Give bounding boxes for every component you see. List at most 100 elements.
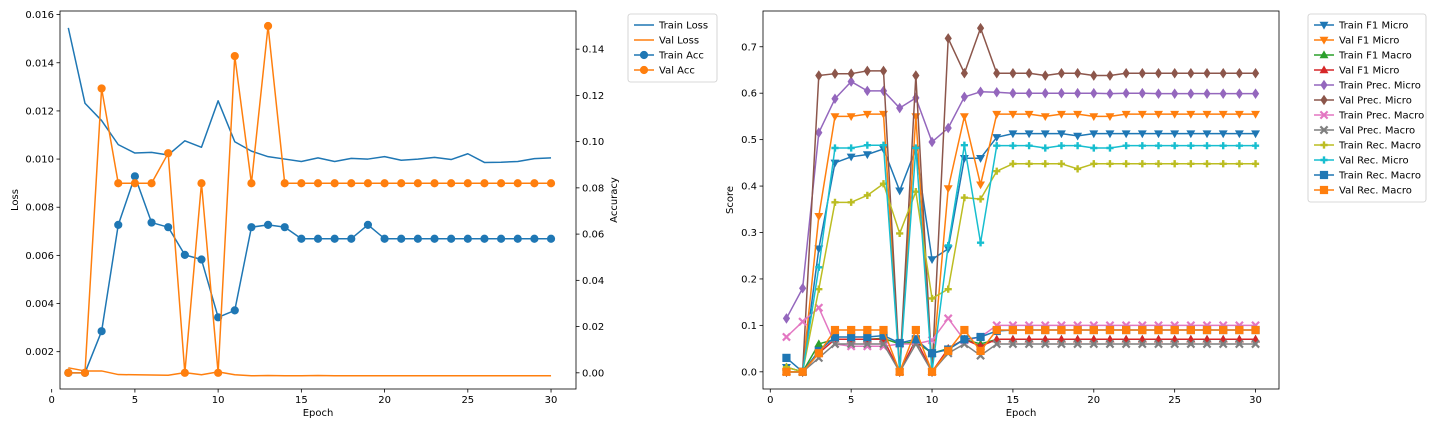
data-point-val-acc-3-24	[447, 179, 456, 188]
x-axis-label: Epoch	[1006, 408, 1037, 419]
legend-marker-val-prec-macro-7	[1319, 125, 1329, 135]
data-point-val-prec-micro-5-5	[847, 68, 855, 79]
data-point-train-rec-macro-8-27	[1203, 160, 1211, 168]
y-tick-label-0.5: 0.5	[741, 135, 757, 146]
data-point-train-acc-2-27	[496, 234, 506, 243]
y-tick-label-0.4: 0.4	[741, 182, 757, 193]
data-point-val-prec-micro-5-20	[1090, 70, 1098, 81]
legend-marker-train-f1-micro-0	[1319, 21, 1329, 30]
data-point-val-f1-micro-1-25	[1170, 110, 1180, 119]
data-point-train-f1-micro-0-30	[1251, 130, 1261, 139]
legend-marker-train-acc-2	[639, 50, 649, 60]
series-line-val-f1-micro-1	[786, 113, 1256, 373]
data-point-val-rec-macro-11-28	[1219, 325, 1228, 335]
data-point-val-rec-macro-11-23	[1138, 325, 1147, 335]
data-point-train-rec-macro-8-21	[1106, 160, 1114, 168]
data-point-val-rec-macro-11-3	[814, 349, 823, 358]
legend-marker-val-f1-micro-3	[1319, 65, 1329, 74]
legend-label-train-acc-2: Train Acc	[658, 51, 704, 62]
data-point-val-prec-macro-7-14	[992, 339, 1002, 349]
data-point-val-prec-macro-7-7	[879, 339, 888, 349]
data-point-train-rec-macro-10-13	[976, 332, 985, 342]
y-tick-label-0.3: 0.3	[741, 228, 757, 239]
data-point-val-rec-macro-11-2	[798, 367, 807, 376]
data-point-train-prec-micro-4-29	[1235, 88, 1243, 99]
x-tick-label-30: 30	[1249, 395, 1262, 406]
data-point-val-rec-macro-11-13	[976, 346, 985, 356]
legend-marker-train-prec-macro-6	[1319, 110, 1329, 120]
data-point-val-rec-macro-11-14	[992, 325, 1001, 335]
y-tick-label-0.004: 0.004	[25, 299, 54, 310]
data-point-val-rec-macro-11-17	[1041, 325, 1050, 335]
data-point-train-rec-macro-8-12	[960, 194, 968, 202]
data-point-val-rec-micro-9-3	[815, 263, 823, 271]
data-point-val-f1-micro-1-27	[1202, 110, 1212, 119]
data-point-val-rec-macro-11-15	[1008, 325, 1018, 335]
data-point-train-rec-macro-10-8	[895, 338, 904, 348]
data-point-val-f1-micro-1-17	[1040, 113, 1050, 122]
x-tick-label-15: 15	[1007, 395, 1020, 406]
data-point-train-prec-micro-4-27	[1203, 88, 1211, 99]
data-point-train-rec-macro-8-9	[912, 188, 920, 196]
data-point-train-f1-micro-0-22	[1121, 130, 1131, 139]
x-tick-label-0: 0	[767, 395, 773, 406]
data-point-val-f1-micro-1-24	[1154, 110, 1163, 119]
data-point-val-prec-micro-5-25	[1171, 67, 1179, 79]
data-point-val-f1-micro-3-25	[1170, 334, 1180, 343]
data-point-val-rec-micro-9-28	[1219, 142, 1227, 150]
data-point-train-acc-2-7	[164, 223, 173, 232]
plot-area	[763, 11, 1279, 389]
data-point-val-prec-macro-7-28	[1218, 339, 1228, 349]
y2-tick-label-0.1: 0.10	[582, 137, 604, 148]
data-point-val-acc-3-14	[280, 179, 289, 188]
x-tick-label-25: 25	[1168, 395, 1181, 406]
data-point-train-acc-2-20	[380, 234, 389, 243]
data-point-val-f1-micro-3-18	[1056, 334, 1066, 343]
y-tick-label-0.002: 0.002	[25, 347, 54, 358]
data-point-train-rec-macro-10-10	[927, 349, 937, 358]
data-point-val-rec-macro-11-20	[1089, 325, 1098, 335]
y-tick-label-0.016: 0.016	[25, 10, 54, 21]
data-point-val-rec-macro-11-1	[782, 367, 791, 376]
data-point-train-rec-macro-8-6	[863, 191, 871, 199]
legend-label-train-rec-macro-10: Train Rec. Macro	[1338, 171, 1421, 182]
data-point-val-f1-micro-1-4	[830, 113, 840, 122]
data-point-val-f1-micro-1-14	[992, 110, 1002, 119]
data-point-val-acc-3-13	[263, 21, 273, 31]
data-point-val-acc-3-25	[463, 179, 472, 188]
data-point-val-rec-micro-9-30	[1251, 142, 1260, 150]
data-point-train-acc-2-21	[397, 234, 406, 243]
series-line-val-prec-macro-7	[786, 343, 1256, 373]
data-point-train-acc-2-22	[413, 234, 422, 243]
data-point-train-rec-macro-8-24	[1154, 160, 1163, 168]
data-point-train-f1-micro-0-23	[1137, 130, 1147, 139]
data-point-val-acc-3-1	[64, 368, 73, 377]
data-point-train-acc-2-23	[430, 234, 439, 243]
y2-tick-label-0.04: 0.04	[582, 276, 604, 287]
data-point-val-acc-3-29	[530, 179, 539, 188]
data-point-train-acc-2-6	[147, 218, 156, 227]
legend-box	[1307, 13, 1427, 203]
y-tick-label-0: 0.0	[741, 367, 757, 378]
data-point-val-f1-micro-1-26	[1186, 110, 1196, 119]
data-point-train-acc-2-4	[114, 220, 123, 229]
data-point-train-f1-micro-0-28	[1218, 130, 1228, 139]
data-point-train-rec-macro-8-5	[847, 198, 855, 206]
legend-marker-train-rec-macro-10	[1319, 170, 1329, 180]
data-point-train-f1-micro-0-19	[1073, 132, 1083, 141]
data-point-val-acc-3-9	[197, 179, 206, 188]
data-point-val-rec-micro-9-6	[863, 141, 871, 149]
legend-label-val-rec-micro-9: Val Rec. Micro	[1339, 156, 1409, 167]
data-point-val-prec-macro-7-24	[1154, 339, 1163, 349]
data-point-val-acc-3-4	[114, 179, 123, 188]
data-point-train-prec-macro-6-1	[782, 332, 791, 342]
data-point-val-rec-micro-9-23	[1138, 142, 1146, 150]
data-point-val-prec-micro-5-27	[1203, 67, 1211, 79]
data-point-val-prec-micro-5-3	[815, 70, 823, 81]
data-point-train-f1-micro-0-10	[927, 256, 937, 265]
data-point-val-f1-micro-1-19	[1073, 110, 1083, 119]
data-point-val-f1-micro-1-13	[976, 181, 986, 190]
data-point-val-rec-micro-9-20	[1090, 144, 1098, 152]
data-point-train-prec-micro-4-8	[896, 102, 904, 114]
data-point-val-rec-micro-9-26	[1187, 142, 1195, 150]
